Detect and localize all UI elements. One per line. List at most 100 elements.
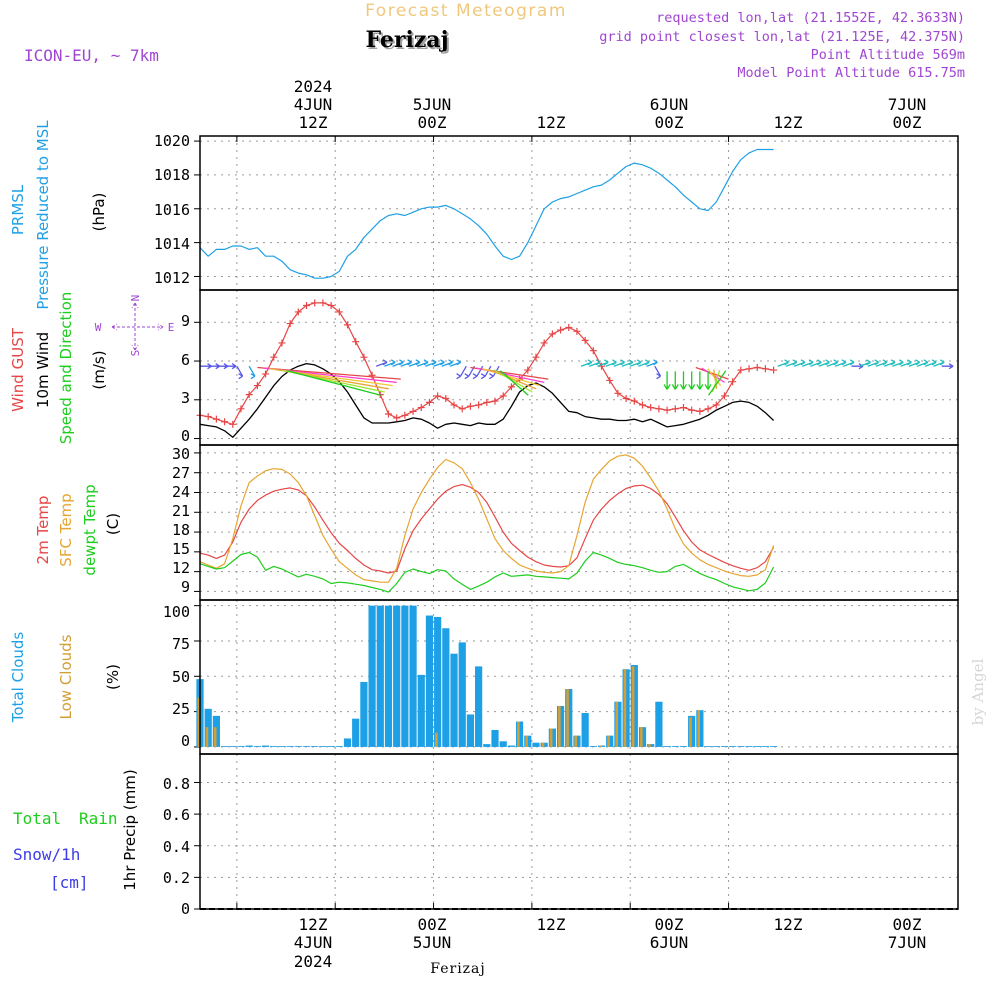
wind-gust-marker (630, 397, 638, 405)
model-altitude: Model Point Altitude 615.75m (737, 65, 965, 81)
pressure-tick-label: 1012 (154, 269, 190, 287)
wind-direction-arrow (400, 359, 412, 367)
wind-direction-arrow (646, 359, 658, 367)
clouds-tick-label: 100 (163, 603, 190, 621)
wind-direction-arrow (597, 359, 609, 367)
location-title: Ferizaj (365, 27, 448, 53)
wind-direction-arrow (810, 359, 822, 367)
precip-tick-label: 0.8 (163, 775, 190, 793)
pressure-line (199, 148, 774, 279)
pressure-y-ticks: 1012 1014 1016 1018 1020 (154, 132, 190, 287)
wind-gust-marker (360, 353, 368, 361)
wind-gust-marker (384, 410, 392, 418)
clouds-tick-label: 50 (172, 668, 190, 686)
wind-direction-arrow (884, 359, 896, 367)
total-clouds-bar (278, 746, 286, 747)
precip-tick-label: 0.6 (163, 806, 190, 824)
temp-tick-label: 18 (172, 521, 190, 539)
point-altitude: Point Altitude 569m (811, 47, 965, 63)
total-clouds-bar (286, 746, 294, 747)
frame-layer (199, 135, 959, 910)
wind-direction-arrow (224, 363, 237, 370)
pressure-label-msl: Pressure Reduced to MSL (34, 120, 52, 310)
wind-gust-marker (212, 415, 220, 423)
temp-2m-line (199, 484, 775, 574)
requested-coords: requested lon,lat (21.1552E, 42.3633N) (656, 10, 965, 26)
temp-y-ticks: 9 12 15 18 21 24 27 30 (172, 445, 190, 596)
clouds-label-low: Low Clouds (57, 634, 75, 719)
clouds-tick-label: 25 (172, 700, 190, 718)
wind-gust-marker (401, 411, 409, 419)
wind-gust-marker (688, 406, 696, 414)
temp-dewpt-line (199, 551, 775, 593)
wind-gust-streak (707, 368, 722, 386)
temp-tick-label: 24 (172, 483, 190, 501)
wind-direction-arrow (777, 359, 789, 367)
temp-label-dewpt: dewpt Temp (81, 484, 99, 575)
wind-gust-marker (647, 404, 655, 412)
total-clouds-bar (442, 628, 450, 747)
wind-gust-marker (475, 401, 483, 409)
top-tick-label: 2024 (294, 77, 333, 96)
wind-gust-marker (425, 398, 433, 406)
time-axis-bottom: 12Z 4JUN 2024 00Z 5JUN 12Z 00Z 6JUN 12Z … (294, 915, 927, 971)
wind-direction-arrow (433, 359, 445, 367)
temp-tick-label: 12 (172, 559, 190, 577)
wind-direction-arrow (375, 359, 388, 367)
total-clouds-bar (401, 605, 409, 747)
wind-gust-marker (671, 405, 679, 413)
clouds-label-total: Total Clouds (9, 632, 27, 724)
temp-panel-labels: 2m Temp SFC Temp dewpt Temp (C) (34, 484, 122, 575)
wind-gust-marker (368, 371, 376, 379)
low-clouds-bar (640, 727, 643, 747)
clouds-tick-label: 0 (181, 732, 190, 750)
wind-gust-streak (287, 370, 381, 396)
wind-direction-arrow (802, 359, 814, 367)
total-clouds-bar (335, 746, 343, 747)
temp-tick-label: 27 (172, 464, 190, 482)
compass-arrows (111, 302, 164, 351)
wind-direction-arrow (875, 359, 888, 367)
wind-direction-arrow (892, 359, 904, 367)
temp-tick-label: 9 (181, 578, 190, 596)
location-title-shadow: Ferizaj (367, 29, 450, 55)
total-clouds-bar (491, 729, 499, 747)
wind-label-gust: Wind GUST (9, 327, 27, 412)
total-clouds-bar (581, 713, 589, 747)
top-tick-label: 00Z (893, 113, 922, 132)
wind-gust-marker (589, 347, 597, 355)
wind-gust-marker (327, 302, 335, 309)
total-clouds-bar (655, 701, 663, 747)
total-clouds-bar (499, 741, 507, 747)
precip-label-unit: 1hr Precip (mm) (121, 769, 139, 890)
panel-frame (199, 599, 959, 755)
low-clouds-bar (197, 697, 201, 747)
wind-label-unit: (m/s) (90, 350, 108, 389)
wind-gust-marker (532, 353, 540, 361)
total-clouds-bar (319, 746, 327, 747)
low-clouds-bar (549, 728, 553, 747)
wind-gust-marker (557, 326, 565, 334)
total-clouds-bar (589, 746, 597, 747)
wind-direction-arrow (248, 365, 256, 380)
wind-gust-marker (417, 404, 425, 412)
grid-point-coords: grid point closest lon,lat (21.125E, 42.… (599, 29, 965, 45)
wind-gust-marker (548, 330, 556, 338)
wind-gust-marker (393, 414, 401, 422)
wind-direction-arrow (580, 359, 593, 367)
pressure-tick-label: 1016 (154, 201, 190, 219)
wind-gust-marker (729, 378, 737, 386)
wind-gust-line (199, 302, 774, 425)
wind-gust-marker (286, 320, 294, 328)
panel-frame (199, 444, 959, 601)
precip-tick-label: 0.4 (163, 838, 190, 856)
panel-frame (199, 753, 959, 910)
total-clouds-bar (450, 653, 458, 747)
bottom-tick-label: 12Z (299, 915, 328, 934)
wind-direction-arrow (589, 359, 601, 367)
wind-gust-marker (745, 365, 753, 373)
temp-tick-label: 21 (172, 502, 190, 520)
wind-gust-marker (434, 392, 442, 400)
total-clouds-bar (270, 746, 278, 747)
low-clouds-bar (689, 717, 692, 747)
